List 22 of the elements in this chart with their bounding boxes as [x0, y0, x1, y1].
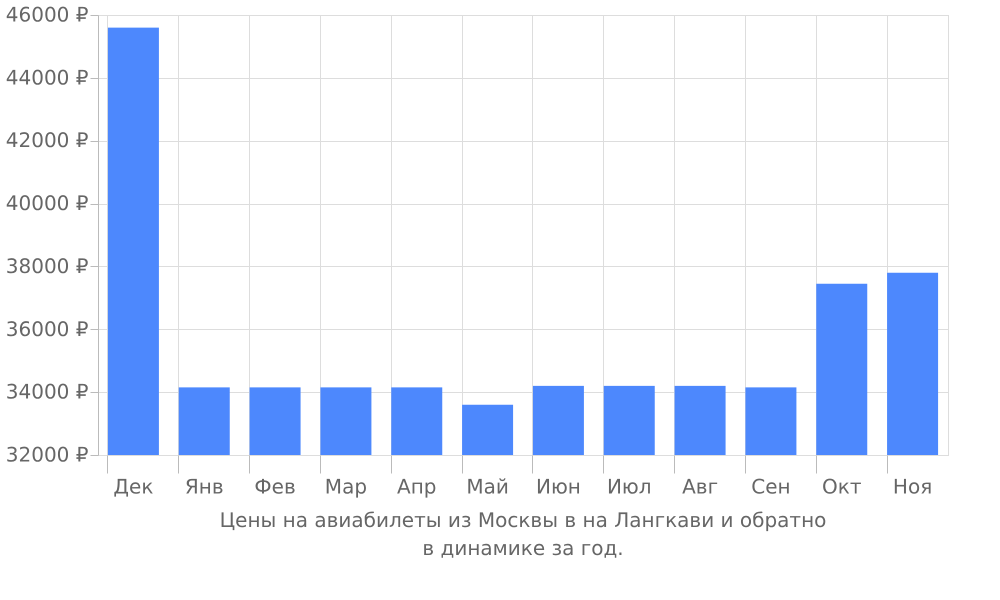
x-tick-label: Фев	[254, 474, 296, 498]
y-tick-label: 34000 ₽	[6, 380, 89, 404]
x-tick-label: Апр	[397, 474, 436, 498]
y-tick-label: 36000 ₽	[6, 316, 89, 341]
y-tick-label: 32000 ₽	[6, 442, 89, 466]
x-tick-label: Июл	[606, 474, 652, 498]
text: Цены на авиабилеты из Москвы в на Лангкави и обратно	[220, 508, 826, 532]
x-tick-label: Янв	[184, 474, 224, 498]
y-tick-label: 40000 ₽	[6, 191, 89, 216]
x-tick-label: Окт	[822, 474, 862, 498]
y-tick-label: 42000 ₽	[6, 128, 89, 152]
x-tick-label: Ноя	[892, 474, 932, 498]
text: в динамике за год.	[422, 536, 624, 560]
x-tick-label: Дек	[113, 474, 154, 498]
x-tick-label: Май	[466, 474, 509, 498]
y-tick-label: 38000 ₽	[6, 254, 89, 278]
y-tick-label: 44000 ₽	[6, 65, 89, 90]
x-tick-label: Авг	[682, 474, 718, 498]
x-tick-label: Мар	[324, 474, 368, 498]
y-tick-label: 46000 ₽	[6, 2, 89, 26]
x-tick-label: Июн	[536, 474, 581, 498]
x-tick-label: Сен	[751, 474, 791, 498]
